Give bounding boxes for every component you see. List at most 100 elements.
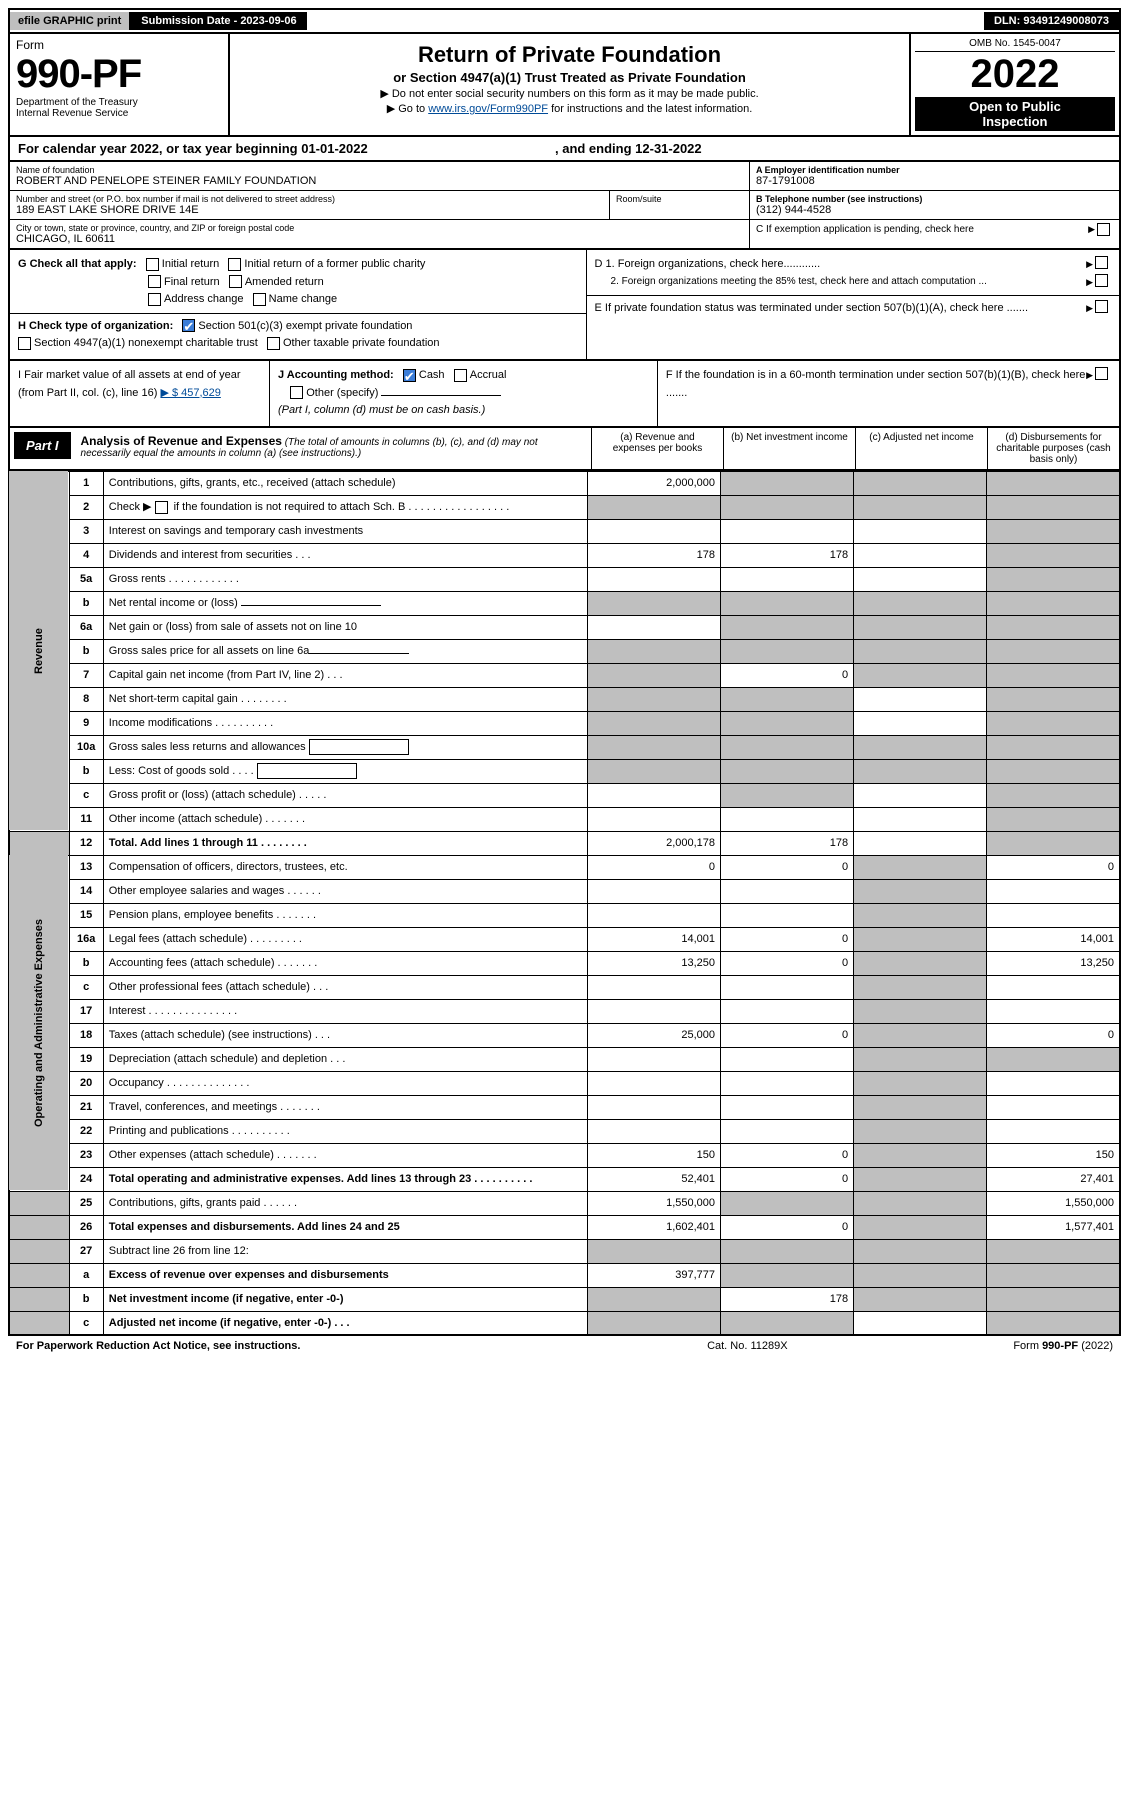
checkbox-e[interactable] xyxy=(1095,300,1108,313)
checkbox-g3[interactable] xyxy=(148,275,161,288)
table-row: 19 Depreciation (attach schedule) and de… xyxy=(9,1047,1120,1071)
j-note: (Part I, column (d) must be on cash basi… xyxy=(278,404,485,416)
val-b: 178 xyxy=(721,543,854,567)
checkbox-f[interactable] xyxy=(1095,367,1108,380)
part-label: Part I xyxy=(14,432,71,459)
row-desc: Net short-term capital gain . . . . . . … xyxy=(103,687,587,711)
checkbox-g5[interactable] xyxy=(148,293,161,306)
top-bar: efile GRAPHIC print Submission Date - 20… xyxy=(8,8,1121,34)
rownum: 19 xyxy=(69,1047,103,1071)
g3-text: Final return xyxy=(164,276,220,288)
checkbox-d2[interactable] xyxy=(1095,274,1108,287)
val-b: 0 xyxy=(721,855,854,879)
arrow-icon xyxy=(1086,256,1095,274)
cal-begin: For calendar year 2022, or tax year begi… xyxy=(18,141,368,156)
rownum: b xyxy=(69,1287,103,1311)
row-desc: Check ▶ if the foundation is not require… xyxy=(103,495,587,519)
table-row: 14 Other employee salaries and wages . .… xyxy=(9,879,1120,903)
table-row: 24 Total operating and administrative ex… xyxy=(9,1167,1120,1191)
col-b-header: (b) Net investment income xyxy=(723,428,855,469)
table-row: b Less: Cost of goods sold . . . . xyxy=(9,759,1120,783)
val-b: 178 xyxy=(721,1287,854,1311)
rownum: 4 xyxy=(69,543,103,567)
row-desc: Net investment income (if negative, ente… xyxy=(103,1287,587,1311)
table-row: 25 Contributions, gifts, grants paid . .… xyxy=(9,1191,1120,1215)
arrow-icon xyxy=(1086,274,1095,292)
rownum: 8 xyxy=(69,687,103,711)
table-row: c Other professional fees (attach schedu… xyxy=(9,975,1120,999)
city-label: City or town, state or province, country… xyxy=(16,223,743,233)
row-desc: Other employee salaries and wages . . . … xyxy=(103,879,587,903)
expenses-side-label: Operating and Administrative Expenses xyxy=(9,855,69,1191)
form-table: Revenue 1 Contributions, gifts, grants, … xyxy=(8,471,1121,1337)
name-label: Name of foundation xyxy=(16,165,743,175)
row-desc: Compensation of officers, directors, tru… xyxy=(103,855,587,879)
row-desc: Net gain or (loss) from sale of assets n… xyxy=(103,615,587,639)
omb-number: OMB No. 1545-0047 xyxy=(915,38,1115,52)
checkbox-c[interactable] xyxy=(1097,223,1110,236)
row-desc: Adjusted net income (if negative, enter … xyxy=(103,1311,587,1335)
checkbox-h1[interactable] xyxy=(182,319,195,332)
checkbox-j3[interactable] xyxy=(290,386,303,399)
val-b: 0 xyxy=(721,1023,854,1047)
dept-1: Department of the Treasury xyxy=(16,97,222,108)
val-a: 1,550,000 xyxy=(587,1191,720,1215)
val-b: 0 xyxy=(721,1215,854,1239)
table-row: 27 Subtract line 26 from line 12: xyxy=(9,1239,1120,1263)
inspect-1: Open to Public xyxy=(969,99,1061,114)
rownum: 5a xyxy=(69,567,103,591)
table-row: 6a Net gain or (loss) from sale of asset… xyxy=(9,615,1120,639)
checkbox-d1[interactable] xyxy=(1095,256,1108,269)
val-d: 1,550,000 xyxy=(987,1191,1120,1215)
checkbox-j1[interactable] xyxy=(403,369,416,382)
checkbox-g2[interactable] xyxy=(228,258,241,271)
checkbox-h3[interactable] xyxy=(267,337,280,350)
header-note-1: ▶ Do not enter social security numbers o… xyxy=(242,87,897,100)
g-label: G Check all that apply: xyxy=(18,258,137,270)
row-desc: Accounting fees (attach schedule) . . . … xyxy=(103,951,587,975)
table-row: Operating and Administrative Expenses 13… xyxy=(9,855,1120,879)
rownum: 13 xyxy=(69,855,103,879)
checkbox-h2[interactable] xyxy=(18,337,31,350)
table-row: 21 Travel, conferences, and meetings . .… xyxy=(9,1095,1120,1119)
revenue-side-label: Revenue xyxy=(9,471,69,831)
form-number: 990-PF xyxy=(16,52,222,97)
rownum: 16a xyxy=(69,927,103,951)
row-desc: Total operating and administrative expen… xyxy=(103,1167,587,1191)
row-desc: Total expenses and disbursements. Add li… xyxy=(103,1215,587,1239)
rownum: 17 xyxy=(69,999,103,1023)
form-link[interactable]: www.irs.gov/Form990PF xyxy=(428,103,548,115)
checkbox-schb[interactable] xyxy=(155,501,168,514)
form-title: Return of Private Foundation xyxy=(240,42,899,68)
val-b xyxy=(721,471,854,495)
checkbox-g6[interactable] xyxy=(253,293,266,306)
row-desc: Other professional fees (attach schedule… xyxy=(103,975,587,999)
efile-button[interactable]: efile GRAPHIC print xyxy=(10,12,131,30)
i-value[interactable]: ▶ $ 457,629 xyxy=(160,387,220,399)
d1-text: D 1. Foreign organizations, check here..… xyxy=(595,256,1087,274)
g5-text: Address change xyxy=(164,293,244,305)
table-row: 26 Total expenses and disbursements. Add… xyxy=(9,1215,1120,1239)
row-desc: Interest on savings and temporary cash i… xyxy=(103,519,587,543)
d2-text: 2. Foreign organizations meeting the 85%… xyxy=(611,274,1087,292)
row-desc: Printing and publications . . . . . . . … xyxy=(103,1119,587,1143)
row-desc: Occupancy . . . . . . . . . . . . . . xyxy=(103,1071,587,1095)
j-label: J Accounting method: xyxy=(278,369,394,381)
val-b: 0 xyxy=(721,663,854,687)
rownum: 25 xyxy=(69,1191,103,1215)
row-desc: Gross rents . . . . . . . . . . . . xyxy=(103,567,587,591)
val-b: 0 xyxy=(721,1143,854,1167)
j1-text: Cash xyxy=(419,369,445,381)
checkbox-g4[interactable] xyxy=(229,275,242,288)
val-a: 178 xyxy=(587,543,720,567)
row-desc: Pension plans, employee benefits . . . .… xyxy=(103,903,587,927)
col-c-header: (c) Adjusted net income xyxy=(855,428,987,469)
row-desc: Other expenses (attach schedule) . . . .… xyxy=(103,1143,587,1167)
val-d: 14,001 xyxy=(987,927,1120,951)
table-row: 7 Capital gain net income (from Part IV,… xyxy=(9,663,1120,687)
rownum: 9 xyxy=(69,711,103,735)
checkbox-g1[interactable] xyxy=(146,258,159,271)
arrow-icon xyxy=(1088,224,1097,235)
checkbox-j2[interactable] xyxy=(454,369,467,382)
table-row: 2 Check ▶ if the foundation is not requi… xyxy=(9,495,1120,519)
